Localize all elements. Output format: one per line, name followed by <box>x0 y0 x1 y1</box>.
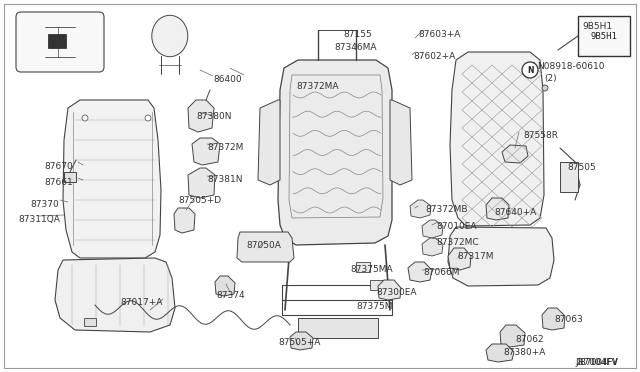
Bar <box>356 262 370 272</box>
Polygon shape <box>500 325 525 347</box>
Polygon shape <box>502 145 528 163</box>
Text: N: N <box>527 65 533 74</box>
Text: J87004FV: J87004FV <box>575 358 618 367</box>
Polygon shape <box>408 262 432 282</box>
FancyBboxPatch shape <box>16 12 104 72</box>
Polygon shape <box>258 100 280 185</box>
Polygon shape <box>278 60 392 245</box>
Text: 87066M: 87066M <box>423 268 460 277</box>
Polygon shape <box>390 100 412 185</box>
Polygon shape <box>486 344 514 362</box>
Bar <box>298 318 378 338</box>
Circle shape <box>145 115 151 121</box>
Text: 87603+A: 87603+A <box>418 30 460 39</box>
Polygon shape <box>192 138 220 165</box>
Polygon shape <box>410 200 431 218</box>
Polygon shape <box>188 100 214 132</box>
Text: 87375M: 87375M <box>356 302 392 311</box>
Text: N08918-60610: N08918-60610 <box>537 62 605 71</box>
Text: (2): (2) <box>544 74 557 83</box>
Text: 87505+D: 87505+D <box>178 196 221 205</box>
Circle shape <box>82 115 88 121</box>
Ellipse shape <box>152 15 188 57</box>
Text: 86400: 86400 <box>213 75 242 84</box>
Text: 87050A: 87050A <box>246 241 281 250</box>
Bar <box>64 172 76 182</box>
Bar <box>560 162 578 192</box>
Text: 87602+A: 87602+A <box>413 52 455 61</box>
Text: 87372MB: 87372MB <box>425 205 467 214</box>
Polygon shape <box>237 232 294 262</box>
Circle shape <box>522 62 538 78</box>
Text: 9B5H1: 9B5H1 <box>582 22 612 31</box>
Text: 87375MA: 87375MA <box>350 265 392 274</box>
Text: 87372M: 87372M <box>207 143 243 152</box>
Text: 87155: 87155 <box>343 30 372 39</box>
Text: 87346MA: 87346MA <box>334 43 376 52</box>
Text: 87670: 87670 <box>44 162 73 171</box>
Text: 87300EA: 87300EA <box>376 288 417 297</box>
Text: 87374: 87374 <box>216 291 244 300</box>
Bar <box>370 280 384 290</box>
Text: 87661: 87661 <box>44 178 73 187</box>
Polygon shape <box>448 248 471 270</box>
Polygon shape <box>422 238 443 256</box>
Bar <box>48 34 66 48</box>
Polygon shape <box>422 220 443 238</box>
Text: 87372MA: 87372MA <box>296 82 339 91</box>
Text: 87380N: 87380N <box>196 112 232 121</box>
Text: 87372MC: 87372MC <box>436 238 479 247</box>
Text: 87063: 87063 <box>554 315 583 324</box>
Text: 87017+A: 87017+A <box>120 298 163 307</box>
Text: 87317M: 87317M <box>457 252 493 261</box>
Polygon shape <box>486 198 509 220</box>
Text: 87558R: 87558R <box>523 131 558 140</box>
Text: 9B5H1: 9B5H1 <box>591 32 618 41</box>
Polygon shape <box>215 276 235 296</box>
Polygon shape <box>174 208 195 233</box>
Text: 87381N: 87381N <box>207 175 243 184</box>
Polygon shape <box>542 308 565 330</box>
Bar <box>84 318 96 326</box>
Polygon shape <box>188 168 215 198</box>
Text: 87370: 87370 <box>30 200 59 209</box>
Text: 87311QA: 87311QA <box>18 215 60 224</box>
Polygon shape <box>378 280 401 300</box>
Text: 87062: 87062 <box>515 335 543 344</box>
Polygon shape <box>55 258 175 332</box>
Polygon shape <box>448 227 554 286</box>
Polygon shape <box>63 100 161 258</box>
Text: 87505: 87505 <box>567 163 596 172</box>
Text: 87640+A: 87640+A <box>494 208 536 217</box>
Text: 87505+A: 87505+A <box>278 338 321 347</box>
Text: 87380+A: 87380+A <box>503 348 545 357</box>
Text: J87004FV: J87004FV <box>575 358 618 367</box>
Polygon shape <box>450 52 544 226</box>
Bar <box>578 16 630 56</box>
Polygon shape <box>290 332 313 350</box>
Circle shape <box>542 85 548 91</box>
Text: 87010EA: 87010EA <box>436 222 477 231</box>
